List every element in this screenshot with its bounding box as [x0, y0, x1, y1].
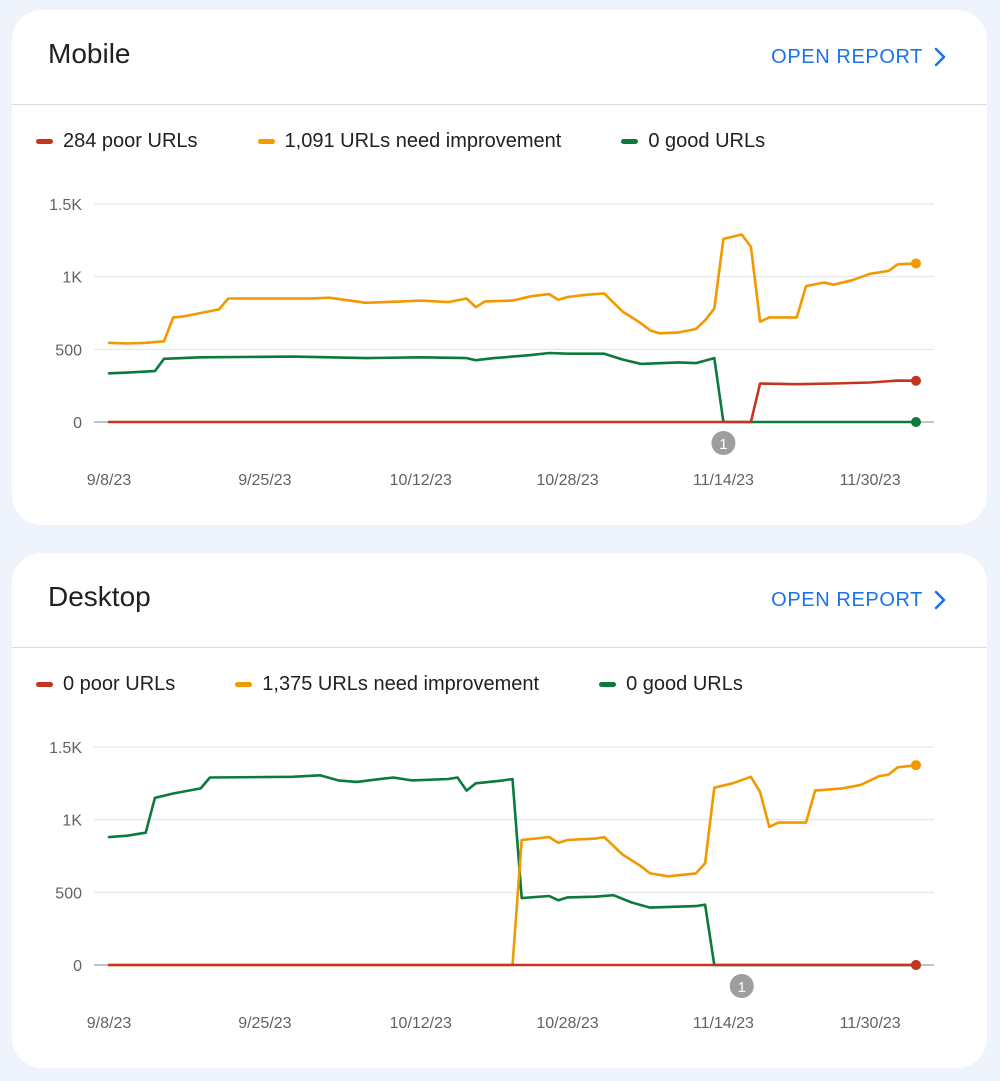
desktop-panel: Desktop OPEN REPORT 0 poor URLs 1,375 UR…: [12, 553, 987, 1068]
open-report-label: OPEN REPORT: [771, 46, 923, 68]
chevron-right-icon: [934, 590, 946, 610]
y-tick-label: 500: [55, 885, 82, 902]
legend-swatch-needs-improvement: [257, 138, 275, 144]
legend-label-poor: 0 poor URLs: [63, 673, 176, 695]
legend-swatch-good: [621, 138, 639, 144]
annotation-label: 1: [738, 979, 746, 996]
x-tick-label: 9/25/23: [238, 472, 291, 489]
panel-title: Desktop: [48, 581, 151, 612]
chart-legend: 0 poor URLs 1,375 URLs need improvement …: [36, 671, 803, 697]
mobile-line-chart: 0 500 1K 1.5K 9/8/23 9/25/23 10/12/23 10/28/23 1…: [49, 197, 934, 489]
legend-swatch-poor: [36, 681, 53, 687]
annotation-marker-icon[interactable]: [711, 431, 736, 455]
annotation-marker-icon[interactable]: [729, 974, 754, 998]
series-line-needs-improvement[interactable]: [107, 233, 918, 345]
panel-title: Mobile: [48, 38, 131, 69]
y-tick-label: 1K: [62, 813, 82, 830]
x-tick-label: 11/14/23: [693, 472, 754, 489]
open-report-label: OPEN REPORT: [771, 589, 923, 611]
series-endpoint-poor[interactable]: [911, 960, 921, 970]
legend-item-poor[interactable]: 284 poor URLs: [36, 128, 198, 154]
x-tick-label: 10/28/23: [536, 1015, 598, 1032]
legend-label-good: 0 good URLs: [648, 130, 766, 152]
x-tick-label: 10/12/23: [390, 1015, 452, 1032]
legend-label-good: 0 good URLs: [626, 673, 743, 695]
desktop-panel-header: Desktop OPEN REPORT: [12, 553, 987, 648]
desktop-line-chart: 0 500 1K 1.5K 9/8/23 9/25/23 10/12/23 10/28/23 1…: [49, 740, 934, 1032]
series-endpoint-needs-improvement[interactable]: [911, 258, 921, 269]
legend-item-good[interactable]: 0 good URLs: [621, 128, 765, 154]
legend-item-needs-improvement[interactable]: 1,375 URLs need improvement: [235, 671, 539, 697]
chevron-right-icon: [934, 47, 946, 67]
open-report-button[interactable]: OPEN REPORT: [771, 44, 947, 70]
x-tick-label: 9/8/23: [87, 1015, 132, 1032]
chart-legend: 284 poor URLs 1,091 URLs need improvemen…: [36, 128, 825, 154]
legend-swatch-good: [599, 681, 617, 687]
series-endpoint-poor[interactable]: [911, 375, 921, 386]
legend-swatch-needs-improvement: [235, 681, 253, 687]
series-line-needs-improvement[interactable]: [107, 763, 918, 967]
x-tick-label: 10/12/23: [390, 472, 452, 489]
y-tick-label: 0: [73, 415, 82, 432]
legend-item-poor[interactable]: 0 poor URLs: [36, 671, 175, 697]
legend-label-needs-improvement: 1,375 URLs need improvement: [262, 673, 540, 695]
x-tick-label: 11/30/23: [840, 472, 901, 489]
x-tick-label: 9/25/23: [238, 1015, 291, 1032]
mobile-panel: Mobile OPEN REPORT 284 poor URLs 1,091 U…: [12, 10, 987, 525]
x-tick-label: 11/30/23: [840, 1015, 901, 1032]
legend-item-needs-improvement[interactable]: 1,091 URLs need improvement: [257, 128, 562, 154]
y-tick-label: 1.5K: [49, 197, 82, 214]
series-line-good[interactable]: [107, 774, 918, 967]
y-tick-label: 500: [55, 342, 82, 359]
legend-item-good[interactable]: 0 good URLs: [599, 671, 743, 697]
series-endpoint-good[interactable]: [911, 417, 921, 427]
x-tick-label: 11/14/23: [693, 1015, 754, 1032]
x-tick-label: 9/8/23: [87, 472, 132, 489]
series-line-poor[interactable]: [107, 379, 918, 424]
legend-swatch-poor: [36, 138, 53, 144]
y-tick-label: 1K: [62, 270, 82, 287]
legend-label-needs-improvement: 1,091 URLs need improvement: [284, 130, 562, 152]
mobile-panel-header: Mobile OPEN REPORT: [12, 10, 987, 105]
series-line-good[interactable]: [107, 351, 918, 424]
annotation-label: 1: [719, 436, 727, 453]
open-report-button[interactable]: OPEN REPORT: [771, 587, 947, 613]
y-tick-label: 1.5K: [49, 740, 82, 757]
y-tick-label: 0: [73, 958, 82, 975]
x-tick-label: 10/28/23: [536, 472, 598, 489]
series-endpoint-needs-improvement[interactable]: [911, 760, 921, 771]
legend-label-poor: 284 poor URLs: [63, 130, 198, 152]
